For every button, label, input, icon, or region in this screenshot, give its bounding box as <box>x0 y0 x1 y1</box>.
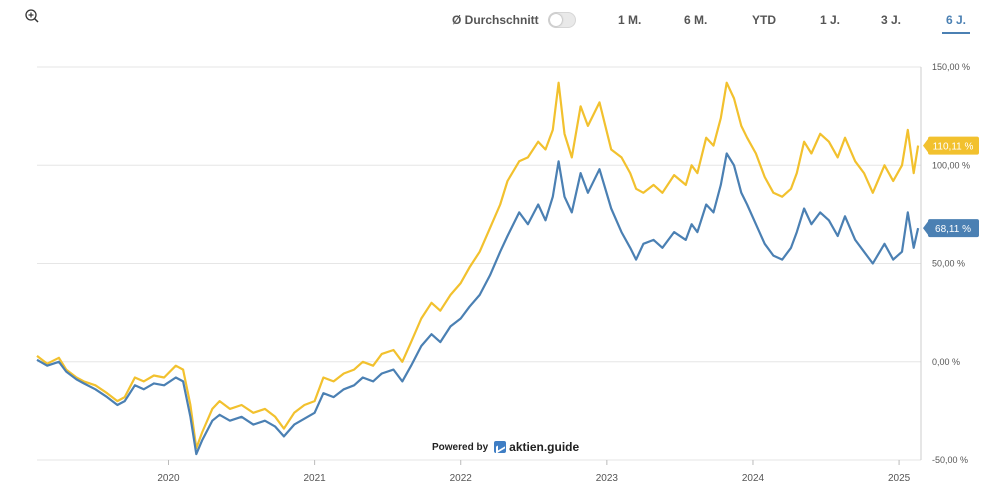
series-layer <box>36 81 920 456</box>
zoom-in-icon[interactable] <box>24 8 40 24</box>
grid-layer <box>37 66 922 465</box>
x-tick-label: 2025 <box>888 473 911 484</box>
powered-by-brand[interactable]: aktien.guide <box>509 440 580 454</box>
aktien-guide-logo-icon <box>494 441 507 453</box>
powered-by: Powered by aktien.guide <box>432 438 579 456</box>
last-value-label: 68,11 % <box>935 224 971 235</box>
toggle-knob <box>550 14 562 26</box>
last-value-badge <box>928 136 979 155</box>
y-tick-label: 0,00 % <box>932 357 960 367</box>
x-tick-label: 2023 <box>596 473 619 484</box>
last-value-pointer <box>923 137 929 154</box>
y-tick-label: -50,00 % <box>932 455 968 465</box>
y-tick-label: 50,00 % <box>932 259 965 269</box>
series-line-0 <box>36 81 920 450</box>
last-value-label: 110,11 % <box>933 142 974 153</box>
x-tick-label: 2022 <box>450 473 473 484</box>
range-6m-button[interactable]: 6 M. <box>684 13 708 27</box>
range-1y-button[interactable]: 1 J. <box>820 13 841 27</box>
average-toggle[interactable] <box>548 12 576 28</box>
range-1m-button[interactable]: 1 M. <box>618 13 642 27</box>
y-tick-label: 150,00 % <box>932 62 970 72</box>
x-tick-label: 2021 <box>303 473 326 484</box>
chart-toolbar: Ø Durchschnitt 1 M. 6 M. YTD 1 J. 3 J. 6… <box>440 10 980 34</box>
average-toggle-label: Ø Durchschnitt <box>452 13 539 27</box>
range-3y-button[interactable]: 3 J. <box>881 13 902 27</box>
last-value-pointer <box>923 220 929 237</box>
powered-by-prefix: Powered by <box>432 441 489 453</box>
x-tick-label: 2020 <box>157 473 180 484</box>
label-layer: 150,00 % 100,00 % 50,00 % 0,00 % -50,00 % 202… <box>157 62 979 484</box>
x-tick-label: 2024 <box>742 473 765 484</box>
range-ytd-button[interactable]: YTD <box>752 13 776 27</box>
last-value-badge <box>928 219 979 238</box>
series-line-1 <box>36 152 920 456</box>
y-tick-label: 100,00 % <box>932 160 970 170</box>
range-6y-button[interactable]: 6 J. <box>942 13 970 34</box>
